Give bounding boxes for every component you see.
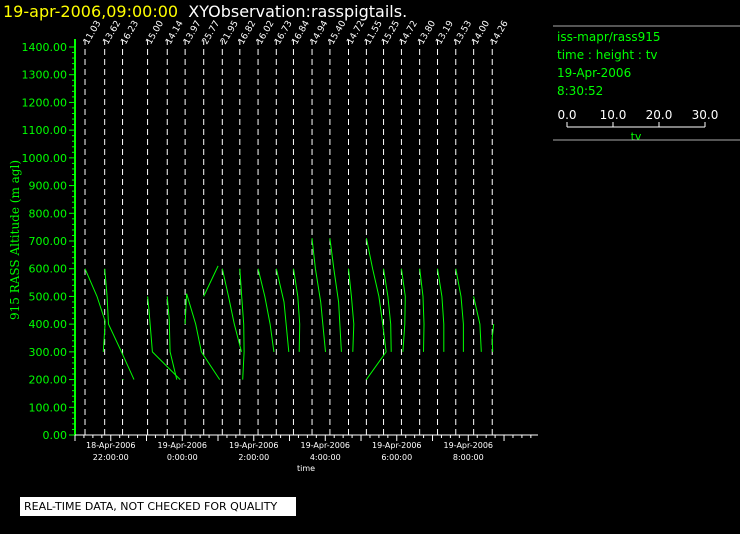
x-tick-date: 19-Apr-2006 [372,441,421,450]
y-tick-label: 200.00 [29,374,68,387]
profile-line [348,268,355,352]
profile-line [400,268,406,352]
profile-series [84,238,495,381]
x-tick-time: 6:00:00 [381,453,412,462]
y-axis-label: 915 RASS Altitude (m agl) [8,160,22,320]
profile-tv-label: 16.23 [119,19,141,46]
profile-line [365,238,387,380]
x-tick-time: 4:00:00 [310,453,341,462]
y-tick-label: 1000.00 [22,152,68,165]
x-axis: 18-Apr-2006 22:00:00 19-Apr-2006 0:00:00 19-… [74,434,538,462]
y-tick-label: 900.00 [29,180,68,193]
tv-scale-tick-label: 10.0 [600,108,627,122]
y-tick-label: 700.00 [29,235,68,248]
tv-scale-tick-label: 20.0 [646,108,673,122]
profile-gridlines [84,40,493,435]
profile-line [455,268,464,352]
legend-time: 8:30:52 [557,84,604,98]
profile-tv-label: 11.03 [82,19,104,46]
legend-top-rule [553,25,740,27]
y-tick-label: 800.00 [29,207,68,220]
tv-scale-label: tv [631,130,642,143]
legend-variables: time : height : tv [557,48,658,62]
y-tick-label: 400.00 [29,318,68,331]
tv-scale-tick-label: 0.0 [557,108,576,122]
y-axis: 0.00 100.00 200.00 300.00 400.00 500.00 600.00… [22,39,76,442]
profile-line [275,268,290,352]
quality-disclaimer: REAL-TIME DATA, NOT CHECKED FOR QUALITY [20,497,296,516]
y-tick-label: 100.00 [29,401,68,414]
y-tick-label: 1400.00 [22,41,68,54]
profile-line [491,324,495,352]
profile-line [419,268,425,352]
profile-line [221,268,242,353]
x-tick-date: 18-Apr-2006 [86,441,135,450]
legend-date: 19-Apr-2006 [557,66,632,80]
profile-line [257,268,275,352]
x-tick-date: 19-Apr-2006 [158,441,207,450]
x-tick-time: 2:00:00 [238,453,269,462]
profile-line [239,268,245,380]
profile-line [383,268,392,352]
profile-line [329,238,342,352]
profile-line [203,265,219,297]
profile-line [84,268,106,352]
x-tick-date: 19-Apr-2006 [444,441,493,450]
timestamp: 19-apr-2006,09:00:00 [3,2,179,21]
y-tick-label: 0.00 [43,429,68,442]
profile-line [104,268,135,380]
y-tick-label: 600.00 [29,263,68,276]
y-tick-label: 1200.00 [22,96,68,109]
tv-scale: 0.0 10.0 20.0 30.0 tv [553,108,740,143]
y-tick-label: 500.00 [29,290,68,303]
legend-station: iss-mapr/rass915 [557,30,661,44]
profile-line [437,268,445,352]
tv-scale-tick-label: 30.0 [692,108,719,122]
profile-line [147,296,181,380]
x-tick-date: 19-Apr-2006 [229,441,278,450]
x-tick-time: 0:00:00 [167,453,198,462]
x-tick-time: 8:00:00 [453,453,484,462]
profile-line [311,238,326,352]
y-tick-label: 1300.00 [22,69,68,82]
profile-tv-label: 15.00 [145,19,167,47]
profile-line [184,293,221,380]
x-axis-label: time [297,464,315,473]
profile-line [166,296,178,380]
y-tick-label: 300.00 [29,346,68,359]
profile-tv-label: 14.26 [489,19,511,47]
chart-title: 19-apr-2006,09:00:00 XYObservation:rassp… [3,2,407,21]
x-tick-time: 22:00:00 [93,453,129,462]
observation-title: XYObservation:rasspigtails. [188,2,408,21]
x-tick-date: 19-Apr-2006 [301,441,350,450]
y-tick-label: 1100.00 [22,124,68,137]
profile-line [473,296,482,352]
profile-line [293,268,301,352]
